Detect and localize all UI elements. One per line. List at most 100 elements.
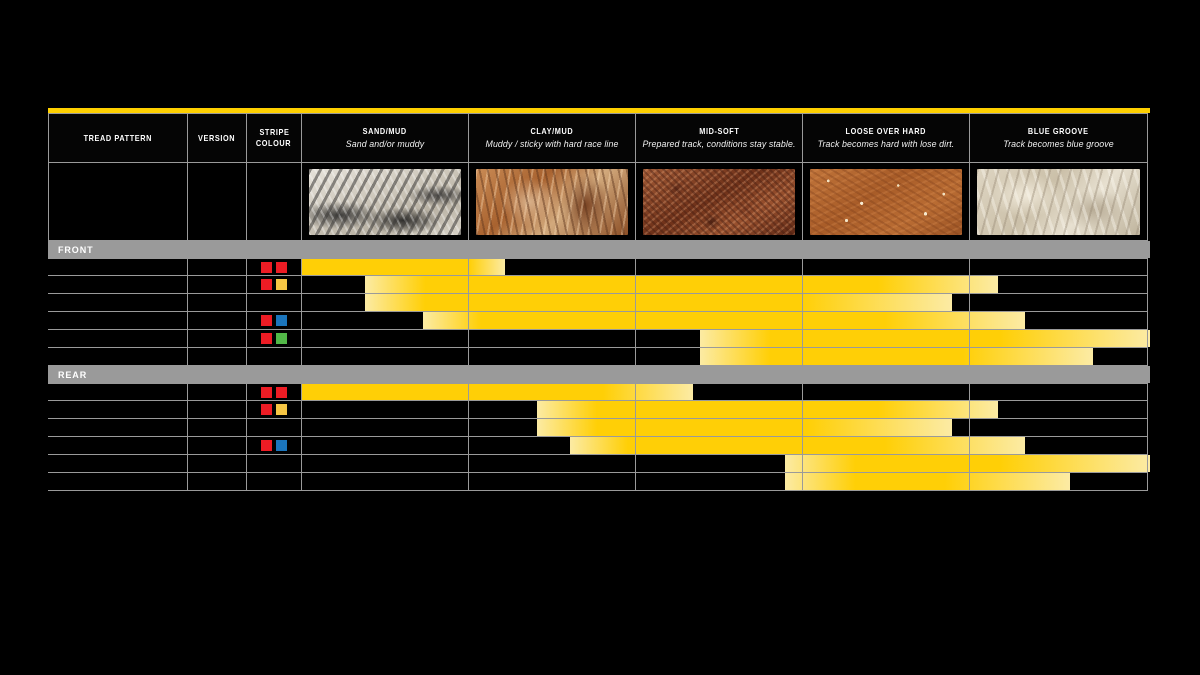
column-header-title: STRIPE — [258, 127, 290, 137]
section-rows-front — [48, 258, 1150, 366]
cell-sand_mud — [302, 383, 469, 401]
table-row[interactable] — [48, 437, 1150, 455]
column-header-version: VERSION — [188, 113, 247, 163]
cell-mid_soft — [636, 419, 803, 437]
section-band-front: FRONT — [48, 241, 1150, 258]
table-row[interactable] — [48, 455, 1150, 473]
cell-sand_mud — [302, 401, 469, 419]
column-header-subtitle: Track becomes blue groove — [1003, 139, 1114, 149]
column-header-title: VERSION — [198, 132, 236, 143]
cell-tread_pattern — [48, 419, 188, 437]
cell-version — [188, 401, 247, 419]
terrain-cell-clay_mud — [469, 163, 636, 241]
stripe-swatch — [261, 279, 272, 290]
clay-texture — [475, 168, 629, 235]
accent-top-bar — [48, 108, 1150, 113]
sand-texture — [308, 168, 462, 235]
cell-sand_mud — [302, 455, 469, 473]
cell-stripe_colour — [247, 276, 302, 294]
cell-mid_soft — [636, 401, 803, 419]
stripe-swatch — [276, 386, 287, 398]
cell-tread_pattern — [48, 312, 188, 330]
table-row[interactable] — [48, 330, 1150, 348]
cell-sand_mud — [302, 276, 469, 294]
cell-mid_soft — [636, 348, 803, 366]
cell-loose_over_hard — [803, 294, 970, 312]
cell-loose_over_hard — [803, 401, 970, 419]
stripe-colour-group — [247, 330, 301, 347]
column-header-title-line2: COLOUR — [256, 138, 292, 148]
section-label-front: FRONT — [58, 244, 94, 255]
table-row[interactable] — [48, 294, 1150, 312]
stripe-swatch — [261, 333, 272, 344]
stripe-colour-group — [247, 384, 301, 400]
table-row[interactable] — [48, 473, 1150, 491]
cell-tread_pattern — [48, 455, 188, 473]
stripe-colour-group — [247, 401, 301, 418]
stripe-colour-group — [247, 276, 301, 293]
cell-sand_mud — [302, 258, 469, 276]
cell-loose_over_hard — [803, 383, 970, 401]
cell-version — [188, 312, 247, 330]
cell-clay_mud — [469, 419, 636, 437]
table-row[interactable] — [48, 348, 1150, 366]
cell-loose_over_hard — [803, 437, 970, 455]
cell-version — [188, 455, 247, 473]
terrain-cell-blue_groove — [970, 163, 1148, 241]
cell-tread_pattern — [48, 276, 188, 294]
terrain-cell-mid_soft — [636, 163, 803, 241]
cell-stripe_colour — [247, 401, 302, 419]
section-band-rear: REAR — [48, 366, 1150, 383]
table-row[interactable] — [48, 312, 1150, 330]
stripe-swatch — [261, 386, 272, 398]
cell-version — [188, 383, 247, 401]
cell-clay_mud — [469, 276, 636, 294]
stripe-swatch — [276, 404, 287, 415]
column-header-blue_groove: BLUE GROOVE Track becomes blue groove — [970, 113, 1148, 163]
cell-loose_over_hard — [803, 473, 970, 491]
table-row[interactable] — [48, 258, 1150, 276]
cell-blue_groove — [970, 348, 1148, 366]
column-header-title: MID-SOFT — [698, 126, 740, 136]
cell-mid_soft — [636, 294, 803, 312]
cell-stripe_colour — [247, 473, 302, 491]
cell-clay_mud — [469, 294, 636, 312]
cell-version — [188, 437, 247, 455]
terrain-cell-sand_mud — [302, 163, 469, 241]
terrain-cell-tread_pattern — [48, 163, 188, 241]
cell-stripe_colour — [247, 437, 302, 455]
cell-sand_mud — [302, 419, 469, 437]
tyre-terrain-chart: TREAD PATTERN VERSION STRIPE COLOUR SAND/MUD… — [48, 108, 1150, 491]
table-row[interactable] — [48, 419, 1150, 437]
cell-loose_over_hard — [803, 330, 970, 348]
cell-mid_soft — [636, 473, 803, 491]
table-row[interactable] — [48, 383, 1150, 401]
cell-tread_pattern — [48, 330, 188, 348]
cell-loose_over_hard — [803, 312, 970, 330]
cell-clay_mud — [469, 473, 636, 491]
stripe-colour-group — [247, 437, 301, 454]
table-row[interactable] — [48, 401, 1150, 419]
stripe-swatch — [261, 404, 272, 415]
cell-blue_groove — [970, 258, 1148, 276]
cell-clay_mud — [469, 383, 636, 401]
column-header-sand_mud: SAND/MUD Sand and/or muddy — [302, 113, 469, 163]
stripe-swatch — [276, 315, 287, 326]
stripe-swatch — [276, 261, 287, 273]
loose-over-hard-texture — [809, 168, 963, 235]
cell-mid_soft — [636, 437, 803, 455]
cell-loose_over_hard — [803, 419, 970, 437]
cell-version — [188, 294, 247, 312]
table-row[interactable] — [48, 276, 1150, 294]
cell-blue_groove — [970, 437, 1148, 455]
cell-tread_pattern — [48, 473, 188, 491]
cell-blue_groove — [970, 401, 1148, 419]
cell-version — [188, 419, 247, 437]
cell-tread_pattern — [48, 258, 188, 276]
cell-sand_mud — [302, 330, 469, 348]
cell-tread_pattern — [48, 383, 188, 401]
cell-version — [188, 473, 247, 491]
blue-groove-texture — [977, 168, 1140, 235]
terrain-image-row — [48, 163, 1150, 241]
column-header-subtitle: Sand and/or muddy — [345, 139, 425, 149]
